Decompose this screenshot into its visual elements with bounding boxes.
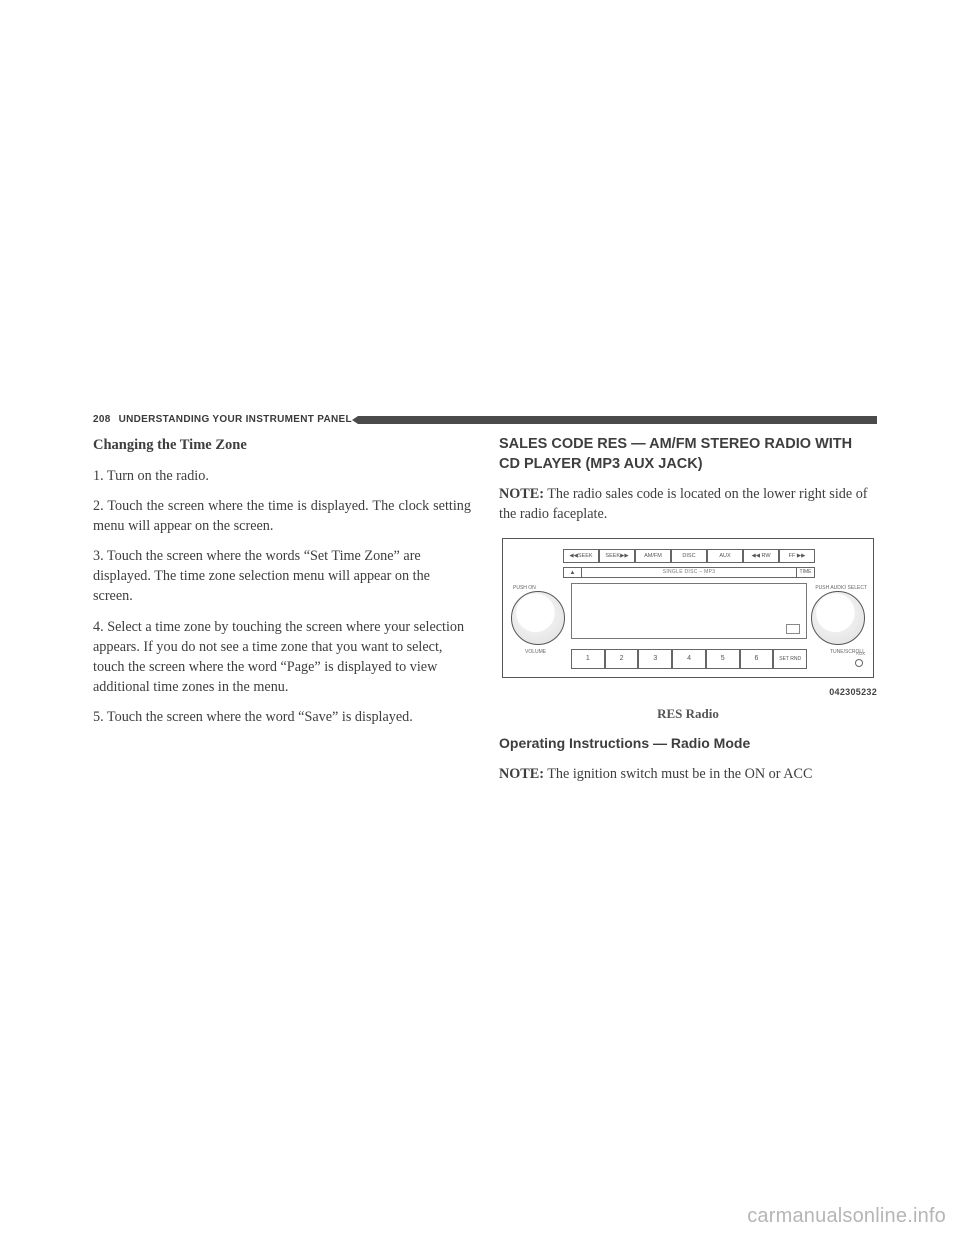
radio-diagram: ◀◀SEEK SEEK▶▶ AM/FM DISC AUX ◀◀ RW FF ▶▶… xyxy=(502,534,874,682)
slot-label: SINGLE DISC – MP3 xyxy=(582,569,796,576)
volume-knob xyxy=(511,591,565,645)
tune-knob xyxy=(811,591,865,645)
step-4: 4. Select a time zone by touching the sc… xyxy=(93,617,471,698)
step-5: 5. Touch the screen where the word “Save… xyxy=(93,707,471,727)
page-number: 208 xyxy=(93,414,111,425)
ff-button: FF ▶▶ xyxy=(779,549,815,563)
left-heading: Changing the Time Zone xyxy=(93,435,471,456)
disc-button: DISC xyxy=(671,549,707,563)
preset-4: 4 xyxy=(672,649,706,669)
aux-button: AUX xyxy=(707,549,743,563)
right-column: SALES CODE RES — AM/FM STEREO RADIO WITH… xyxy=(499,435,877,794)
preset-row: 1 2 3 4 5 6 SET RND xyxy=(571,649,807,669)
watermark: carmanualsonline.info xyxy=(747,1205,946,1228)
preset-1: 1 xyxy=(571,649,605,669)
content-columns: Changing the Time Zone 1. Turn on the ra… xyxy=(93,435,877,794)
figure-number: 042305232 xyxy=(499,686,877,699)
operating-heading: Operating Instructions — Radio Mode xyxy=(499,734,877,754)
display-indicator xyxy=(786,624,800,634)
header-rule xyxy=(358,416,877,424)
eject-icon: ▲ xyxy=(564,568,582,577)
left-column: Changing the Time Zone 1. Turn on the ra… xyxy=(93,435,471,794)
rw-button: ◀◀ RW xyxy=(743,549,779,563)
figure-caption: RES Radio xyxy=(499,705,877,723)
left-knob-bottom-label: VOLUME xyxy=(525,649,546,656)
radio-figure: ◀◀SEEK SEEK▶▶ AM/FM DISC AUX ◀◀ RW FF ▶▶… xyxy=(499,534,877,699)
note-label: NOTE: xyxy=(499,486,544,502)
step-2: 2. Touch the screen where the time is di… xyxy=(93,496,471,536)
note2-label: NOTE: xyxy=(499,766,544,782)
aux-jack-icon xyxy=(855,659,863,667)
note2-text: The ignition switch must be in the ON or… xyxy=(544,766,813,782)
aux-jack-label: AUX xyxy=(856,651,865,657)
amfm-button: AM/FM xyxy=(635,549,671,563)
preset-3: 3 xyxy=(638,649,672,669)
manual-page: 208 UNDERSTANDING YOUR INSTRUMENT PANEL … xyxy=(93,414,877,794)
radio-display xyxy=(571,583,807,639)
preset-2: 2 xyxy=(605,649,639,669)
time-button: TIME xyxy=(796,568,814,577)
right-heading: SALES CODE RES — AM/FM STEREO RADIO WITH… xyxy=(499,435,877,474)
section-title: UNDERSTANDING YOUR INSTRUMENT PANEL xyxy=(119,414,352,425)
step-1: 1. Turn on the radio. xyxy=(93,466,471,486)
radio-top-button-row: ◀◀SEEK SEEK▶▶ AM/FM DISC AUX ◀◀ RW FF ▶▶ xyxy=(563,549,815,563)
radio-faceplate: ◀◀SEEK SEEK▶▶ AM/FM DISC AUX ◀◀ RW FF ▶▶… xyxy=(502,538,874,678)
seek-back-button: ◀◀SEEK xyxy=(563,549,599,563)
preset-6: 6 xyxy=(740,649,774,669)
seek-fwd-button: SEEK▶▶ xyxy=(599,549,635,563)
step-3: 3. Touch the screen where the words “Set… xyxy=(93,546,471,606)
set-rnd-button: SET RND xyxy=(773,649,807,669)
note-1: NOTE: The radio sales code is located on… xyxy=(499,484,877,524)
cd-slot: ▲ SINGLE DISC – MP3 TIME xyxy=(563,567,815,578)
preset-5: 5 xyxy=(706,649,740,669)
note-2: NOTE: The ignition switch must be in the… xyxy=(499,764,877,784)
page-header: 208 UNDERSTANDING YOUR INSTRUMENT PANEL xyxy=(93,414,877,425)
note-text: The radio sales code is located on the l… xyxy=(499,486,868,522)
